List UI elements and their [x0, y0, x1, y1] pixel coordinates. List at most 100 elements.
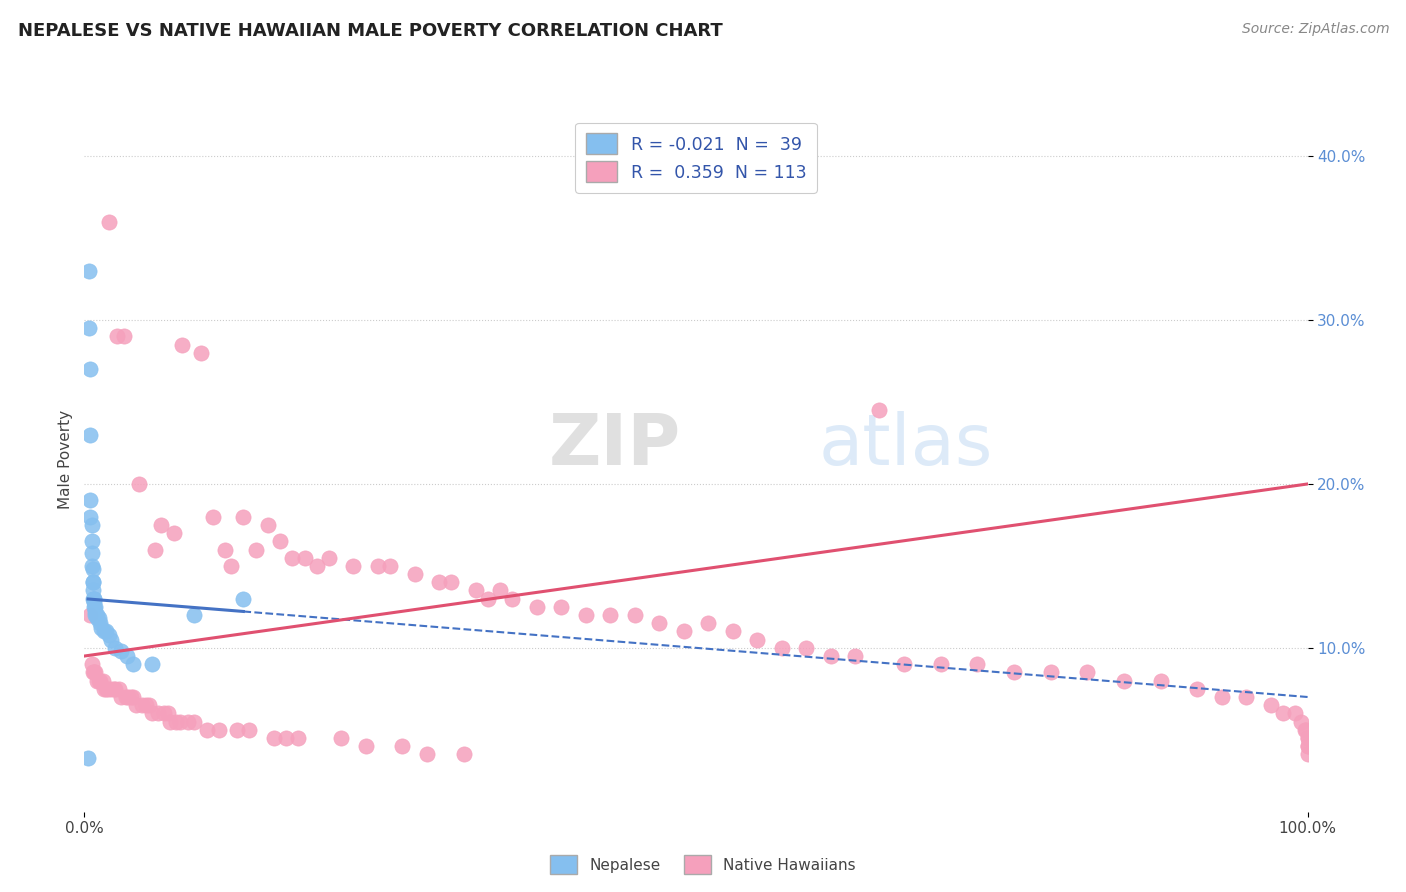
Point — [79, 362, 101, 376]
Point — [80, 558, 103, 573]
Point — [526, 599, 548, 614]
Point — [82, 575, 104, 590]
Point — [232, 591, 254, 606]
Point — [893, 657, 915, 672]
Point — [172, 337, 194, 351]
Point — [125, 698, 148, 713]
Point — [219, 558, 242, 573]
Point — [440, 575, 463, 590]
Point — [150, 517, 173, 532]
Point — [721, 624, 744, 639]
Point — [226, 723, 249, 737]
Point — [477, 591, 499, 606]
Point — [305, 558, 328, 573]
Point — [143, 542, 166, 557]
Point — [575, 608, 598, 623]
Point — [238, 723, 260, 737]
Point — [84, 608, 107, 623]
Point — [263, 731, 285, 745]
Text: Source: ZipAtlas.com: Source: ZipAtlas.com — [1241, 22, 1389, 37]
Point — [276, 731, 298, 745]
Text: atlas: atlas — [818, 411, 993, 480]
Point — [97, 215, 120, 229]
Point — [427, 575, 450, 590]
Point — [83, 599, 105, 614]
Point — [93, 681, 115, 696]
Point — [80, 546, 103, 560]
Point — [1296, 739, 1319, 754]
Point — [245, 542, 267, 557]
Point — [770, 640, 793, 655]
Point — [550, 599, 572, 614]
Point — [1295, 723, 1317, 737]
Point — [183, 714, 205, 729]
Point — [195, 723, 218, 737]
Point — [131, 698, 153, 713]
Y-axis label: Male Poverty: Male Poverty — [58, 409, 73, 509]
Point — [391, 739, 413, 754]
Point — [105, 329, 128, 343]
Point — [87, 673, 110, 688]
Point — [672, 624, 695, 639]
Point — [1284, 706, 1306, 721]
Point — [103, 681, 125, 696]
Point — [115, 648, 138, 663]
Point — [869, 403, 891, 417]
Point — [122, 657, 145, 672]
Point — [1236, 690, 1258, 704]
Point — [83, 665, 105, 680]
Point — [77, 750, 100, 764]
Point — [354, 739, 377, 754]
Point — [153, 706, 176, 721]
Point — [464, 583, 486, 598]
Point — [404, 567, 426, 582]
Point — [794, 640, 817, 655]
Point — [208, 723, 231, 737]
Point — [110, 644, 132, 658]
Text: NEPALESE VS NATIVE HAWAIIAN MALE POVERTY CORRELATION CHART: NEPALESE VS NATIVE HAWAIIAN MALE POVERTY… — [18, 22, 723, 40]
Point — [330, 731, 353, 745]
Point — [96, 681, 118, 696]
Point — [269, 534, 291, 549]
Point — [89, 616, 111, 631]
Point — [79, 608, 101, 623]
Point — [1114, 673, 1136, 688]
Point — [156, 706, 179, 721]
Point — [122, 690, 145, 704]
Point — [86, 673, 108, 688]
Point — [146, 706, 169, 721]
Point — [110, 690, 132, 704]
Point — [141, 657, 163, 672]
Point — [367, 558, 389, 573]
Point — [201, 509, 224, 524]
Legend: Nepalese, Native Hawaiians: Nepalese, Native Hawaiians — [544, 849, 862, 880]
Point — [135, 698, 157, 713]
Point — [83, 591, 105, 606]
Point — [112, 329, 135, 343]
Point — [79, 427, 101, 442]
Point — [90, 621, 112, 635]
Point — [82, 591, 104, 606]
Point — [96, 624, 118, 639]
Point — [1291, 714, 1313, 729]
Point — [80, 517, 103, 532]
Point — [89, 673, 111, 688]
Point — [844, 648, 866, 663]
Point — [138, 698, 160, 713]
Point — [77, 321, 100, 335]
Point — [1039, 665, 1062, 680]
Point — [820, 648, 842, 663]
Point — [87, 611, 110, 625]
Point — [104, 681, 127, 696]
Point — [624, 608, 647, 623]
Point — [342, 558, 364, 573]
Point — [128, 477, 150, 491]
Point — [177, 714, 200, 729]
Point — [82, 575, 104, 590]
Point — [214, 542, 236, 557]
Point — [453, 747, 475, 762]
Point — [120, 690, 142, 704]
Point — [1296, 747, 1319, 762]
Point — [502, 591, 524, 606]
Point — [141, 706, 163, 721]
